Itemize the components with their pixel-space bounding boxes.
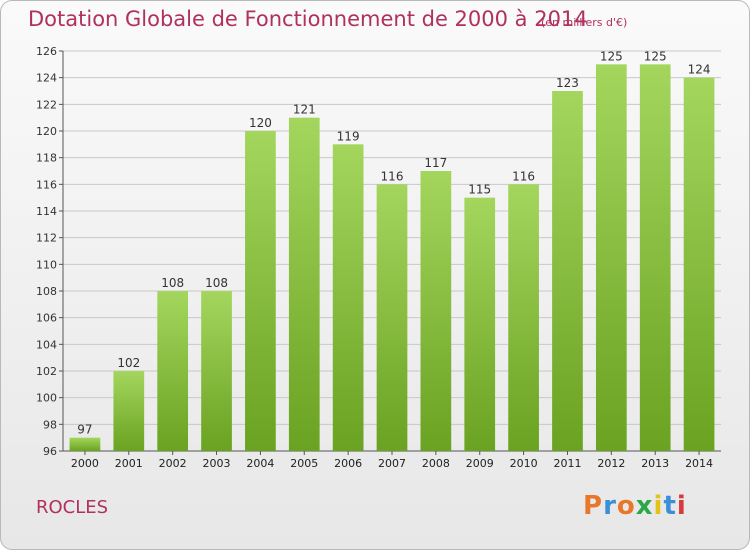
- y-tick-label: 98: [43, 418, 57, 431]
- x-axis: 2000 2001 2002 2003 2004 2005 2006 2007 2008 2009…: [71, 451, 713, 470]
- x-tick-label: 2003: [203, 457, 231, 470]
- x-tick-label: 2014: [685, 457, 713, 470]
- y-tick-label: 104: [36, 338, 57, 351]
- data-label: 121: [293, 103, 316, 117]
- data-label: 119: [337, 129, 360, 143]
- data-label: 120: [249, 116, 272, 130]
- y-tick-label: 106: [36, 312, 57, 325]
- data-label: 116: [381, 169, 404, 183]
- y-tick-label: 96: [43, 445, 57, 458]
- y-tick-label: 108: [36, 285, 57, 298]
- logo-letter: i: [653, 491, 664, 521]
- data-label: 116: [512, 169, 535, 183]
- x-tick-label: 2006: [334, 457, 362, 470]
- proxiti-logo[interactable]: Proxiti: [583, 491, 687, 521]
- y-tick-label: 102: [36, 365, 57, 378]
- data-label: 123: [556, 76, 579, 90]
- bars: [69, 64, 715, 452]
- data-labels: 97 102 108 108 120 121 119 116 117 115 116 123 125 12…: [77, 49, 710, 436]
- x-tick-label: 2008: [422, 457, 450, 470]
- logo-letter: r: [603, 491, 617, 521]
- bar-2000: [69, 437, 101, 451]
- y-tick-label: 116: [36, 178, 57, 191]
- logo-letter: o: [616, 491, 636, 521]
- data-label: 108: [161, 276, 184, 290]
- x-tick-label: 2002: [159, 457, 187, 470]
- chart-title: Dotation Globale de Fonctionnement de 20…: [28, 7, 588, 31]
- data-label: 97: [77, 423, 92, 437]
- bar-2008: [420, 171, 452, 451]
- y-tick-label: 124: [36, 72, 57, 85]
- x-tick-label: 2004: [246, 457, 274, 470]
- chart-subtitle: (en milliers d'€): [541, 16, 628, 29]
- commune-name: ROCLES: [36, 497, 109, 518]
- y-tick-label: 100: [36, 392, 57, 405]
- data-label: 117: [424, 156, 447, 170]
- data-label: 108: [205, 276, 228, 290]
- bar-2002: [157, 291, 189, 451]
- logo-letter: t: [663, 491, 677, 521]
- x-tick-label: 2007: [378, 457, 406, 470]
- data-label: 102: [117, 356, 140, 370]
- y-tick-label: 126: [36, 45, 57, 58]
- bar-2004: [245, 131, 276, 451]
- bar-2003: [201, 291, 232, 451]
- x-tick-label: 2009: [466, 457, 494, 470]
- y-tick-label: 112: [36, 232, 57, 245]
- x-tick-label: 2000: [71, 457, 99, 470]
- x-tick-label: 2012: [597, 457, 625, 470]
- bar-2010: [508, 184, 539, 452]
- data-label: 124: [688, 63, 711, 77]
- y-tick-label: 118: [36, 152, 57, 165]
- x-tick-label: 2010: [510, 457, 538, 470]
- bar-2006: [332, 144, 364, 452]
- bar-2005: [288, 117, 320, 452]
- x-tick-label: 2011: [553, 457, 581, 470]
- logo-letter: x: [635, 491, 654, 521]
- logo-letter: i: [676, 491, 687, 521]
- y-tick-label: 110: [36, 258, 57, 271]
- bar-2001: [113, 371, 145, 451]
- bar-2007: [376, 184, 408, 452]
- y-tick-label: 120: [36, 125, 57, 138]
- data-label: 115: [468, 183, 491, 197]
- data-label: 125: [600, 49, 623, 63]
- y-tick-label: 122: [36, 98, 57, 111]
- x-tick-label: 2001: [115, 457, 143, 470]
- logo-letter: P: [583, 491, 604, 521]
- bar-2009: [464, 197, 496, 451]
- bar-2013: [639, 64, 671, 452]
- bar-2012: [595, 64, 627, 452]
- x-tick-label: 2013: [641, 457, 669, 470]
- x-tick-label: 2005: [290, 457, 318, 470]
- data-label: 125: [644, 49, 667, 63]
- y-tick-label: 114: [36, 205, 57, 218]
- bar-2011: [552, 91, 583, 451]
- bar-2014: [683, 77, 715, 452]
